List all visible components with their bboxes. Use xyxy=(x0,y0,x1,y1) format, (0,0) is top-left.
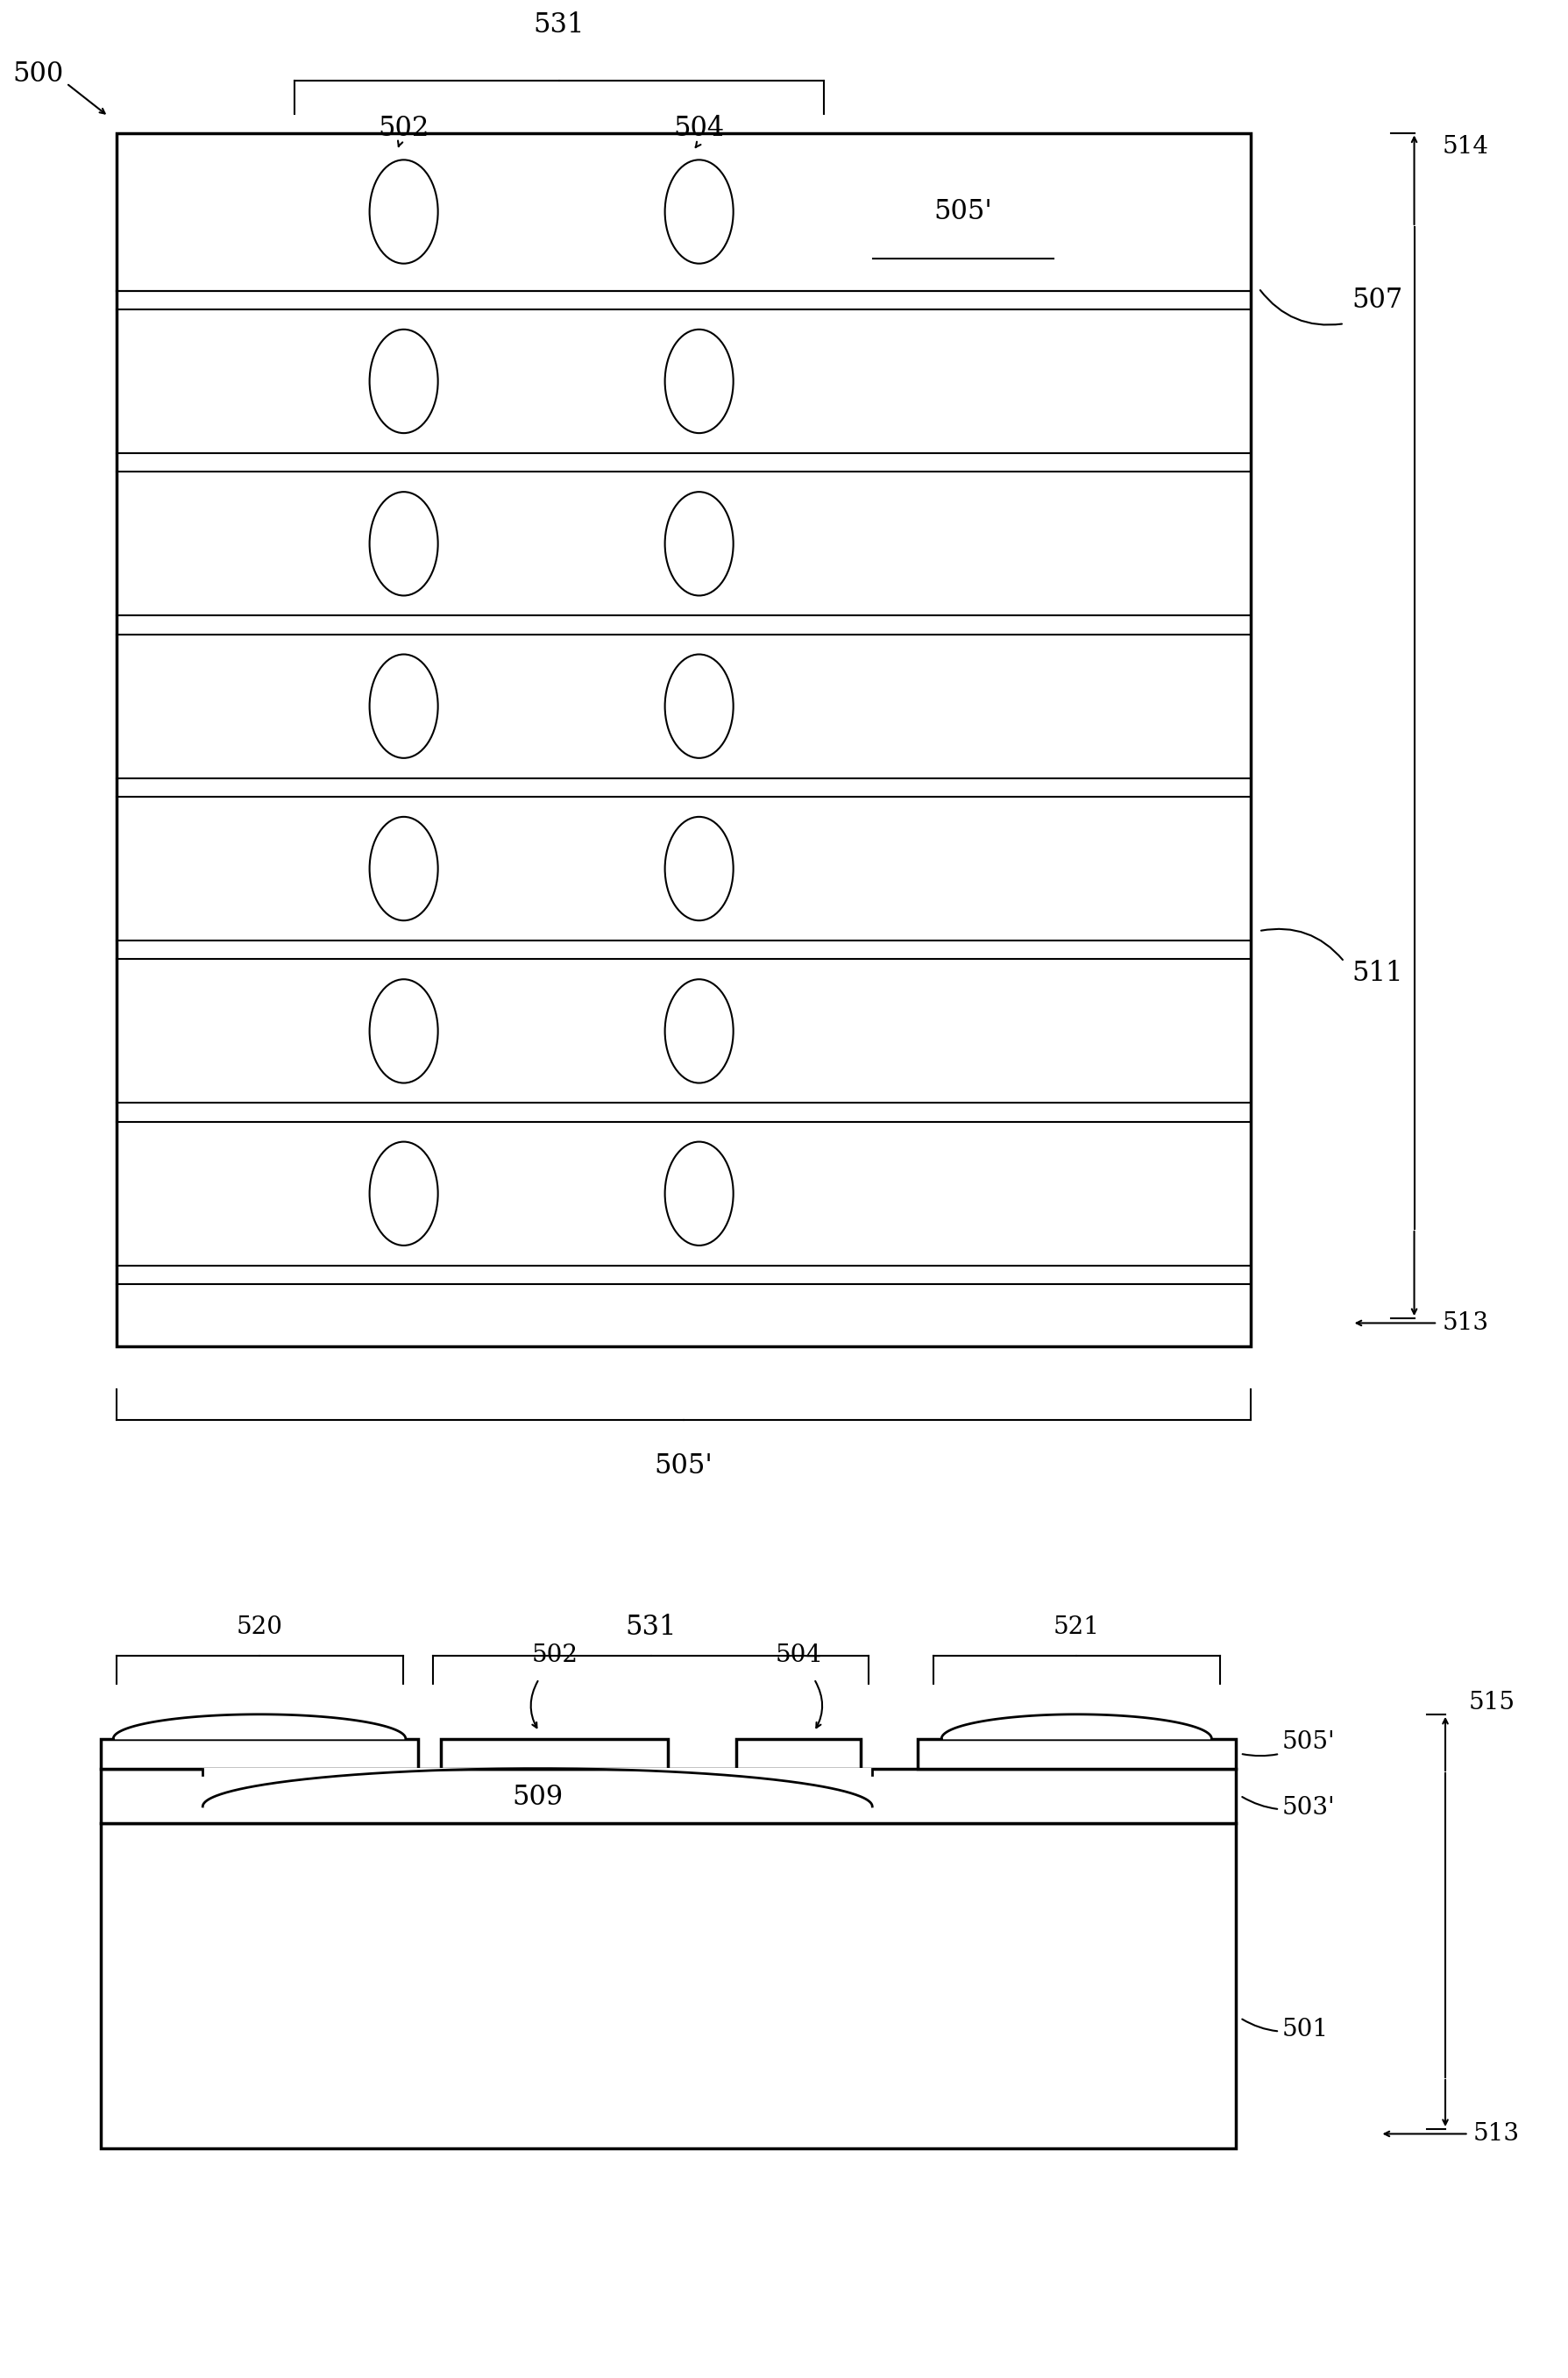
Bar xyxy=(441,1738,668,1769)
Circle shape xyxy=(665,159,734,264)
Text: 520: 520 xyxy=(237,1615,282,1638)
Bar xyxy=(917,1738,1236,1769)
Text: 515: 515 xyxy=(1469,1691,1515,1715)
Text: 504: 504 xyxy=(775,1643,822,1667)
Polygon shape xyxy=(202,1769,872,1807)
Circle shape xyxy=(370,816,437,920)
Text: 502: 502 xyxy=(532,1643,577,1667)
Circle shape xyxy=(370,1141,437,1246)
Text: 513: 513 xyxy=(1443,1310,1488,1334)
Bar xyxy=(100,1824,1236,2147)
Text: 511: 511 xyxy=(1352,961,1403,987)
Text: 503': 503' xyxy=(1242,1795,1336,1819)
Bar xyxy=(116,133,1251,1346)
Text: 501: 501 xyxy=(1242,2019,1328,2043)
Text: 531: 531 xyxy=(533,12,585,38)
Circle shape xyxy=(370,980,437,1082)
Text: 521: 521 xyxy=(1054,1615,1099,1638)
Circle shape xyxy=(665,492,734,594)
Polygon shape xyxy=(113,1715,406,1738)
Circle shape xyxy=(370,331,437,433)
Text: 502: 502 xyxy=(378,114,430,143)
Text: 500: 500 xyxy=(13,59,64,88)
Circle shape xyxy=(370,492,437,594)
Circle shape xyxy=(370,654,437,759)
Text: 504: 504 xyxy=(674,114,724,143)
Circle shape xyxy=(665,1141,734,1246)
Bar xyxy=(100,1738,419,1769)
Circle shape xyxy=(665,331,734,433)
Text: 505': 505' xyxy=(935,197,993,226)
Text: 514: 514 xyxy=(1443,136,1488,159)
Bar xyxy=(735,1738,861,1769)
Circle shape xyxy=(665,654,734,759)
Text: 505': 505' xyxy=(654,1453,713,1479)
Text: 531: 531 xyxy=(626,1615,677,1641)
Polygon shape xyxy=(941,1715,1212,1738)
Text: 505': 505' xyxy=(1242,1731,1336,1755)
Circle shape xyxy=(665,980,734,1082)
Circle shape xyxy=(370,159,437,264)
Bar xyxy=(100,1769,1236,1824)
Text: 509: 509 xyxy=(513,1784,563,1812)
Text: 513: 513 xyxy=(1474,2121,1519,2145)
Circle shape xyxy=(665,816,734,920)
Text: 507: 507 xyxy=(1352,285,1403,314)
